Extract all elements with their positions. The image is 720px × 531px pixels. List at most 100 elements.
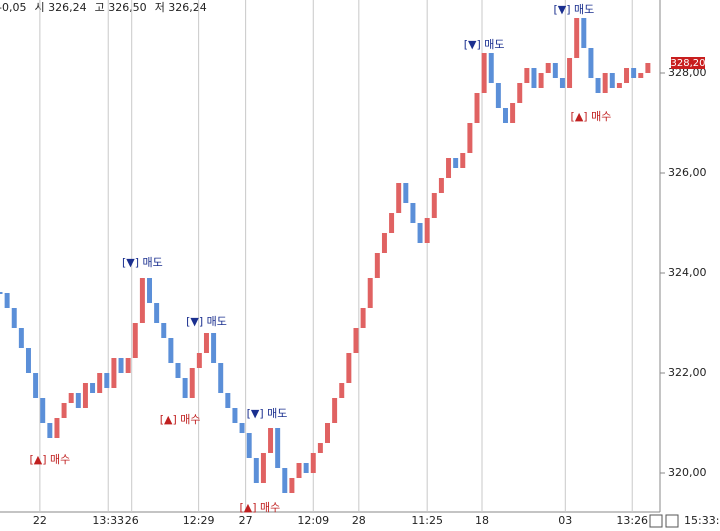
candle <box>624 68 630 83</box>
candle <box>82 383 88 408</box>
candle <box>317 443 323 453</box>
candle <box>232 408 238 423</box>
candle <box>11 308 17 328</box>
candle <box>609 73 615 88</box>
candle <box>367 278 373 308</box>
candle <box>246 433 252 458</box>
candle <box>396 183 402 213</box>
y-tick-label: 328,00 <box>668 66 707 79</box>
candle <box>196 353 202 368</box>
x-tick-label: 03 <box>558 514 572 527</box>
signal-label: [▼] 매도 <box>247 407 288 420</box>
candle <box>303 463 309 473</box>
candle <box>239 423 245 433</box>
candle <box>595 78 601 93</box>
candle <box>588 48 594 78</box>
candle <box>68 393 74 403</box>
candle <box>161 323 167 338</box>
candle <box>602 73 608 93</box>
candle <box>175 363 181 378</box>
candle <box>360 308 366 328</box>
candle <box>474 93 480 123</box>
candle <box>510 103 516 123</box>
candle <box>118 358 124 373</box>
candle <box>33 373 39 398</box>
signal-label: [▼] 매도 <box>186 315 227 328</box>
candle <box>75 393 81 408</box>
candle <box>260 453 266 483</box>
candle <box>97 373 103 393</box>
signal-label: [▲] 매수 <box>571 110 612 123</box>
candle <box>381 233 387 253</box>
candle <box>374 253 380 278</box>
candle <box>638 73 644 78</box>
candle <box>431 193 437 218</box>
signal-label: [▼] 매도 <box>464 38 505 51</box>
candle <box>559 78 565 88</box>
y-tick-label: 324,00 <box>668 266 707 279</box>
candle <box>424 218 430 243</box>
candle <box>332 398 338 423</box>
candle <box>310 453 316 473</box>
candle <box>4 293 10 308</box>
candle <box>253 458 259 483</box>
x-tick-label: 13:33 <box>92 514 124 527</box>
header-item: -0,05 <box>0 1 26 14</box>
zoom-icon[interactable] <box>665 514 679 528</box>
x-tick-label: 12:29 <box>183 514 215 527</box>
candle <box>438 178 444 193</box>
candle <box>275 428 281 468</box>
candle <box>189 368 195 398</box>
candle <box>339 383 345 398</box>
candle <box>616 83 622 88</box>
candle <box>467 123 473 153</box>
candle <box>203 333 209 353</box>
candle <box>403 183 409 203</box>
y-tick-label: 322,00 <box>668 366 707 379</box>
candle <box>47 423 53 438</box>
candle <box>168 338 174 363</box>
candle <box>460 153 466 168</box>
candle <box>410 203 416 223</box>
signal-label: [▼] 매도 <box>122 256 163 269</box>
candle <box>125 358 131 373</box>
candle <box>154 303 160 323</box>
x-tick-label: 13:26 <box>616 514 648 527</box>
draw-icon[interactable] <box>649 514 663 528</box>
x-tick-label: 12:09 <box>297 514 329 527</box>
x-tick-label: 27 <box>239 514 253 527</box>
candle <box>517 83 523 103</box>
candle <box>353 328 359 353</box>
candle <box>225 393 231 408</box>
candle <box>218 363 224 393</box>
candle <box>631 68 637 78</box>
signal-label: [▲] 매수 <box>29 453 70 466</box>
candle <box>574 18 580 58</box>
candle <box>502 108 508 123</box>
candle <box>18 328 24 348</box>
candle <box>446 158 452 178</box>
y-tick-label: 320,00 <box>668 466 707 479</box>
candle <box>389 213 395 233</box>
x-tick-label: 26 <box>125 514 139 527</box>
candle <box>289 478 295 493</box>
candle <box>104 373 110 388</box>
candle <box>25 348 31 373</box>
signal-label: [▼] 매도 <box>553 3 594 16</box>
candle <box>268 428 274 453</box>
signal-label: [▲] 매수 <box>239 501 280 514</box>
candle <box>581 18 587 48</box>
header-item: 시 326,24 <box>34 1 86 14</box>
last-price-box <box>671 57 705 69</box>
header-item: 고 326,50 <box>95 1 147 14</box>
candle <box>40 398 46 423</box>
candle <box>346 353 352 383</box>
candle <box>453 158 459 168</box>
candle <box>90 383 96 393</box>
candle <box>147 278 153 303</box>
x-tick-label: 28 <box>352 514 366 527</box>
candle <box>182 378 188 398</box>
candle <box>531 68 537 88</box>
candle <box>111 358 117 388</box>
candle <box>211 333 217 363</box>
